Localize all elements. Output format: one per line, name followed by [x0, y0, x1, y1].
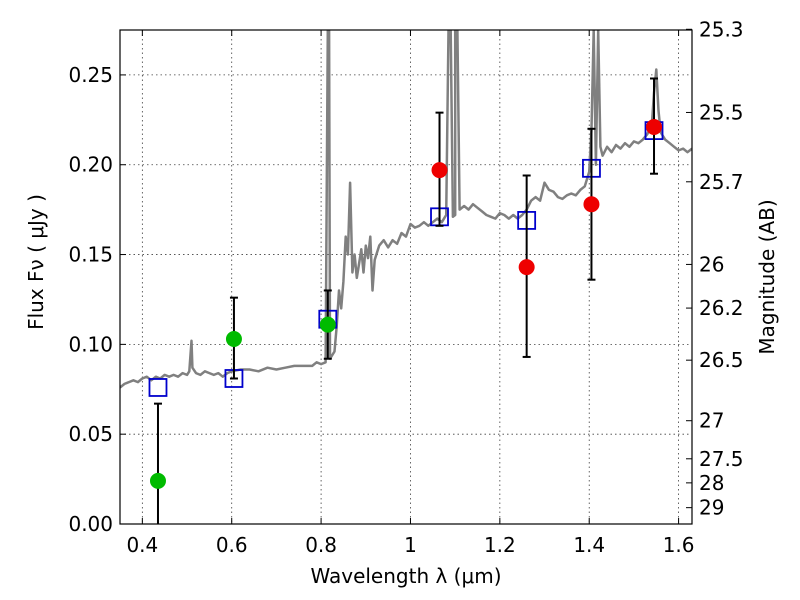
right-tick-label: 26.5 [699, 348, 744, 372]
grid [120, 30, 692, 525]
y-tick-label: 0.10 [68, 332, 113, 356]
right-tick-label: 29 [699, 496, 724, 520]
observed-point [319, 316, 336, 333]
right-tick-label: 27 [699, 409, 724, 433]
x-tick-label: 1.2 [484, 533, 516, 557]
right-tick-label: 26.2 [699, 296, 744, 320]
x-tick-label: 0.8 [305, 533, 337, 557]
plot-area [120, 30, 692, 389]
right-tick-label: 28 [699, 471, 724, 495]
right-tick-label: 26 [699, 252, 724, 276]
axes: 0.4 0.6 0.8 1 1.2 1.4 1.6 0.00 0.05 0.10 0.15 0.20 0… [68, 17, 743, 557]
x-tick-label: 1.4 [573, 533, 605, 557]
right-tick-label: 27.5 [699, 447, 744, 471]
right-tick-label: 25.3 [699, 17, 744, 41]
y-tick-label: 0.20 [68, 153, 113, 177]
spectrum-line [120, 30, 692, 389]
observed-point [518, 259, 535, 276]
x-tick-label: 1.6 [663, 533, 695, 557]
x-axis-title: Wavelength λ (μm) [310, 564, 501, 588]
x-tick-label: 1 [404, 533, 417, 557]
x-tick-label: 0.4 [126, 533, 158, 557]
observed-point [431, 162, 448, 179]
y-tick-label: 0.00 [68, 512, 113, 536]
y-tick-label: 0.25 [68, 63, 113, 87]
observed-point [149, 472, 166, 489]
y-axis-right-title: Magnitude (AB) [755, 199, 779, 354]
x-tick-label: 0.6 [216, 533, 248, 557]
model-square-point [148, 378, 168, 397]
y-tick-label: 0.15 [68, 243, 113, 267]
y-tick-label: 0.05 [68, 422, 113, 446]
plot-frame [119, 29, 693, 525]
right-tick-label: 25.5 [699, 100, 744, 124]
right-tick-label: 25.7 [699, 170, 744, 194]
markers [148, 77, 664, 524]
y-axis-title: Flux Fν ( μJy ) [24, 194, 48, 330]
observed-point [225, 330, 242, 347]
observed-point [583, 196, 600, 213]
observed-point [646, 119, 663, 136]
